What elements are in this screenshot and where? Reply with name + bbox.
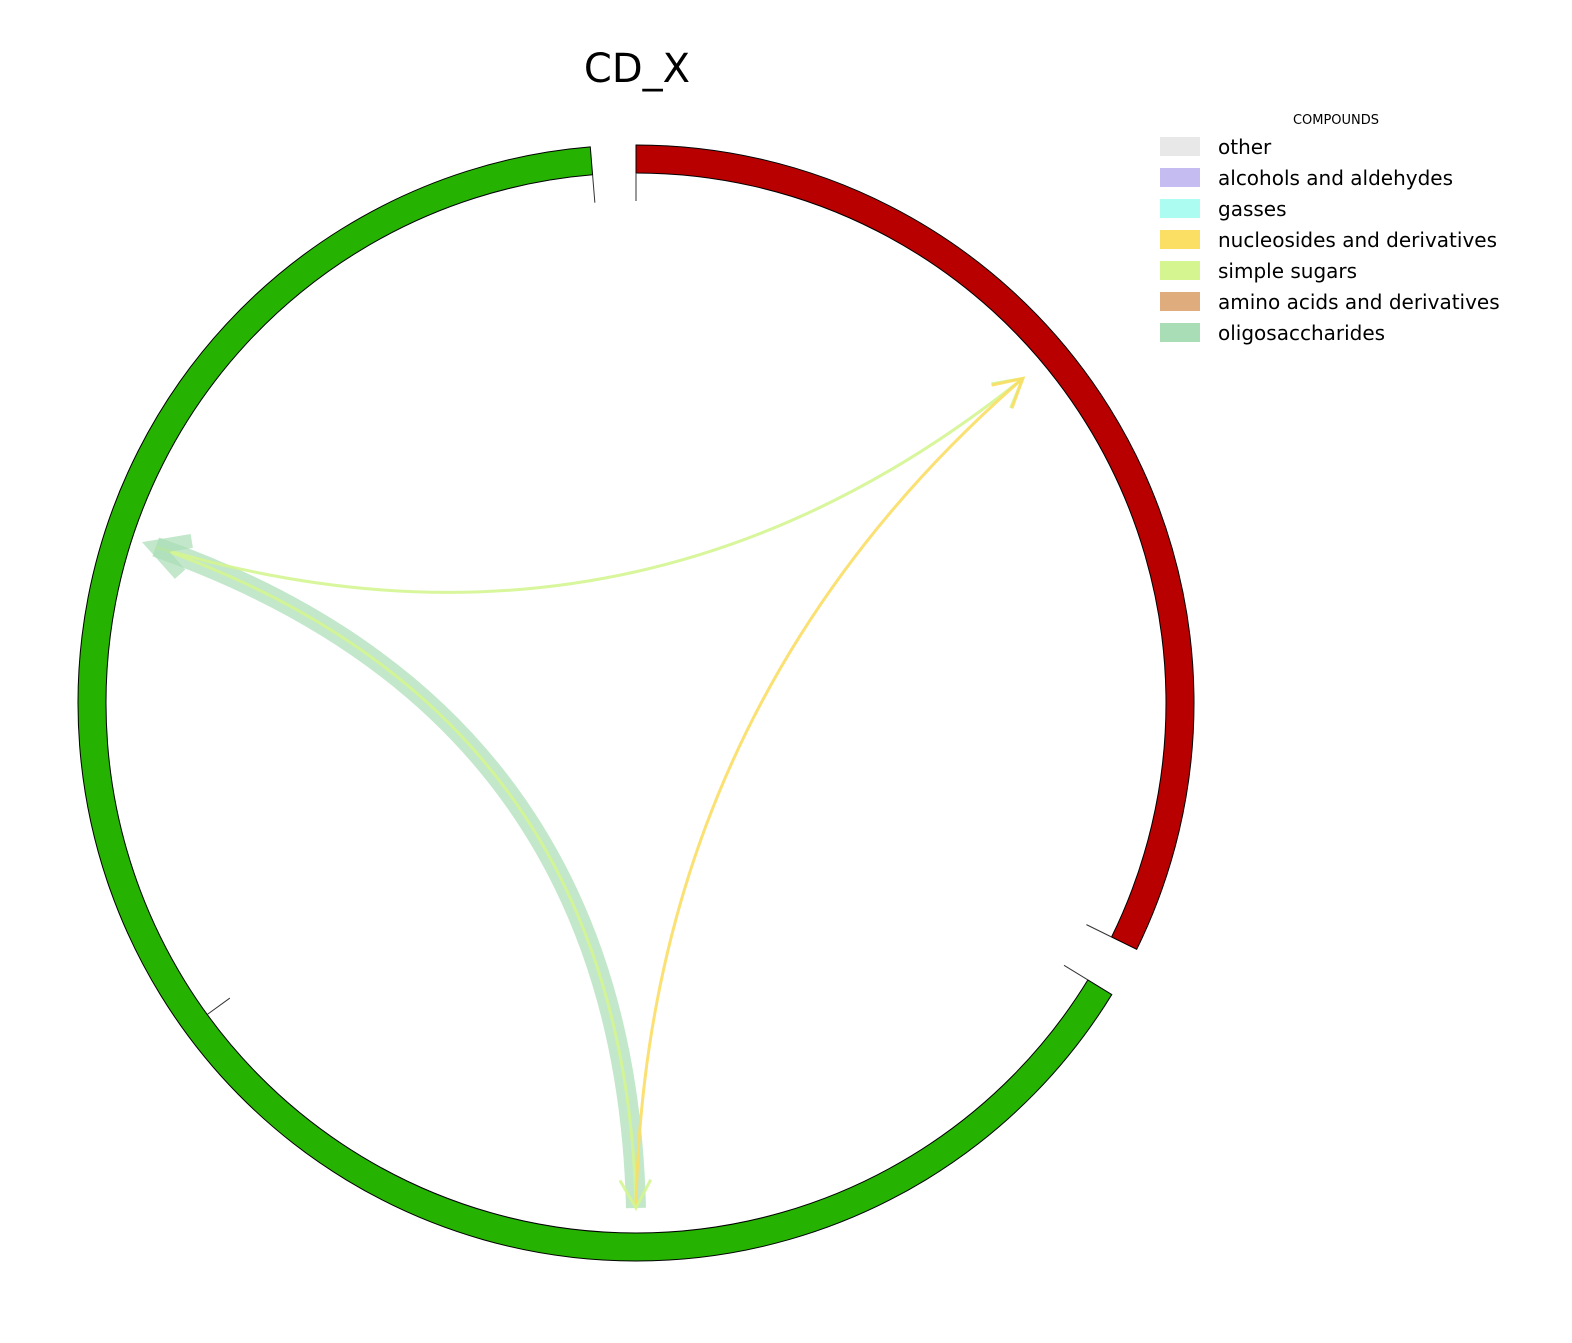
legend-label-gasses: gasses	[1218, 197, 1287, 221]
legend-label-simple-sugars: simple sugars	[1218, 259, 1357, 283]
legend-title: COMPOUNDS	[1293, 113, 1379, 128]
legend-swatch-oligosaccharides	[1160, 323, 1200, 342]
legend-swatch-gasses	[1160, 199, 1200, 218]
legend-swatch-amino-acids-and-derivatives	[1160, 292, 1200, 311]
arrowhead-nucleosides-and-derivatives	[991, 376, 1026, 409]
arrowhead-simple-sugars	[618, 1178, 653, 1212]
link-oligosaccharides	[152, 537, 646, 1209]
segment-tick-inner	[206, 997, 231, 1015]
legend-label-other: other	[1218, 135, 1272, 159]
arrowhead-oligosaccharides	[142, 534, 193, 579]
legend-label-oligosaccharides: oligosaccharides	[1218, 321, 1385, 345]
segment-tick-0-1	[1086, 924, 1112, 938]
legend-label-nucleosides-and-derivatives: nucleosides and derivatives	[1218, 228, 1497, 252]
legend-swatch-nucleosides-and-derivatives	[1160, 230, 1200, 249]
legend-swatch-alcohols-and-aldehydes	[1160, 168, 1200, 187]
ring-segment-1	[77, 146, 1113, 1262]
legend-swatch-simple-sugars	[1160, 261, 1200, 280]
segment-tick-1-1	[592, 174, 596, 203]
links-layer	[152, 377, 1024, 1209]
link-simple-sugars	[155, 377, 1024, 594]
ring-layer	[77, 144, 1195, 1262]
ring-segment-0	[635, 144, 1195, 951]
legend-swatch-other	[1160, 137, 1200, 156]
link-nucleosides-and-derivatives	[634, 377, 1024, 1209]
legend-label-amino-acids-and-derivatives: amino acids and derivatives	[1218, 290, 1500, 314]
chart-title: CD_X	[584, 46, 690, 92]
legend-label-alcohols-and-aldehydes: alcohols and aldehydes	[1218, 166, 1453, 190]
legend: COMPOUNDS other alcohols and aldehydes g…	[1160, 113, 1500, 345]
arrowheads-layer	[142, 376, 1026, 1212]
segment-tick-1-0	[1063, 964, 1089, 981]
link-simple-sugars	[155, 545, 638, 1209]
